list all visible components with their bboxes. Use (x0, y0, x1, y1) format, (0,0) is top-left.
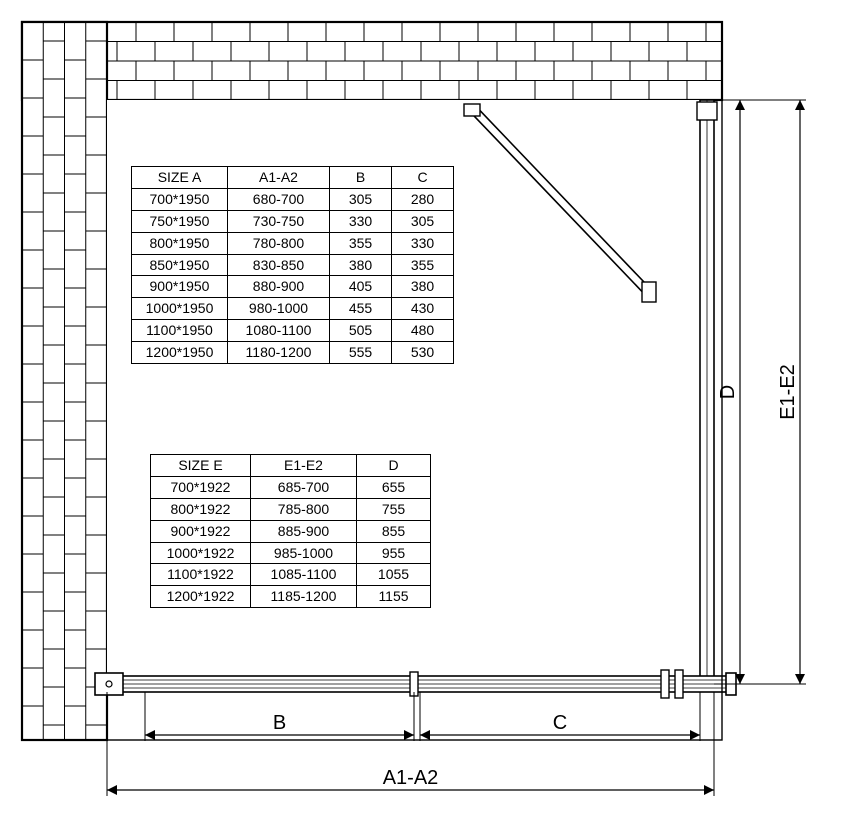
table-cell: 800*1950 (132, 232, 228, 254)
table-cell: 900*1950 (132, 276, 228, 298)
table-header: D (357, 455, 431, 477)
table-cell: 700*1950 (132, 188, 228, 210)
table-cell: 555 (330, 342, 392, 364)
table-cell: 1185-1200 (251, 586, 357, 608)
table-cell: 380 (330, 254, 392, 276)
table-cell: 785-800 (251, 498, 357, 520)
table-row: 900*1950880-900405380 (132, 276, 454, 298)
table-cell: 430 (392, 298, 454, 320)
table-cell: 505 (330, 320, 392, 342)
table-row: 850*1950830-850380355 (132, 254, 454, 276)
table-cell: 455 (330, 298, 392, 320)
table-cell: 1100*1950 (132, 320, 228, 342)
table-cell: 1155 (357, 586, 431, 608)
table-cell: 405 (330, 276, 392, 298)
table-cell: 880-900 (228, 276, 330, 298)
diagram-svg: BCA1-A2DE1-E2 (0, 0, 844, 827)
table-header: E1-E2 (251, 455, 357, 477)
table-cell: 530 (392, 342, 454, 364)
dim-label: B (273, 712, 286, 734)
table-cell: 780-800 (228, 232, 330, 254)
table-cell: 730-750 (228, 210, 330, 232)
table-cell: 955 (357, 542, 431, 564)
table-cell: 305 (392, 210, 454, 232)
table-cell: 985-1000 (251, 542, 357, 564)
table-row: 1100*19221085-11001055 (151, 564, 431, 586)
table-size-a: SIZE AA1-A2BC700*1950680-700305280750*19… (131, 166, 454, 364)
table-cell: 655 (357, 476, 431, 498)
table-row: 750*1950730-750330305 (132, 210, 454, 232)
table-row: 1100*19501080-1100505480 (132, 320, 454, 342)
table-cell: 1000*1922 (151, 542, 251, 564)
table-row: 900*1922885-900855 (151, 520, 431, 542)
table-header: SIZE E (151, 455, 251, 477)
table-cell: 1100*1922 (151, 564, 251, 586)
dim-label: C (553, 712, 567, 734)
table-row: 1000*1922985-1000955 (151, 542, 431, 564)
table-cell: 1200*1950 (132, 342, 228, 364)
table-row: 800*1950780-800355330 (132, 232, 454, 254)
table-cell: 885-900 (251, 520, 357, 542)
table-header: SIZE A (132, 167, 228, 189)
dim-label: D (717, 385, 739, 399)
table-row: 1000*1950980-1000455430 (132, 298, 454, 320)
table-cell: 700*1922 (151, 476, 251, 498)
table-cell: 330 (392, 232, 454, 254)
table-cell: 900*1922 (151, 520, 251, 542)
table-cell: 280 (392, 188, 454, 210)
table-cell: 680-700 (228, 188, 330, 210)
table-header: C (392, 167, 454, 189)
table-cell: 1180-1200 (228, 342, 330, 364)
table-cell: 850*1950 (132, 254, 228, 276)
table-cell: 750*1950 (132, 210, 228, 232)
table-cell: 330 (330, 210, 392, 232)
table-cell: 830-850 (228, 254, 330, 276)
table-cell: 800*1922 (151, 498, 251, 520)
table-cell: 855 (357, 520, 431, 542)
table-row: 700*1950680-700305280 (132, 188, 454, 210)
table-cell: 685-700 (251, 476, 357, 498)
table-row: 1200*19221185-12001155 (151, 586, 431, 608)
table-cell: 355 (392, 254, 454, 276)
table-cell: 380 (392, 276, 454, 298)
table-header: B (330, 167, 392, 189)
dim-label: A1-A2 (383, 767, 439, 789)
table-cell: 355 (330, 232, 392, 254)
table-cell: 755 (357, 498, 431, 520)
table-size-e: SIZE EE1-E2D700*1922685-700655800*192278… (150, 454, 431, 608)
table-row: 700*1922685-700655 (151, 476, 431, 498)
table-header: A1-A2 (228, 167, 330, 189)
table-cell: 1200*1922 (151, 586, 251, 608)
table-cell: 1085-1100 (251, 564, 357, 586)
table-cell: 1080-1100 (228, 320, 330, 342)
table-cell: 305 (330, 188, 392, 210)
table-row: 1200*19501180-1200555530 (132, 342, 454, 364)
table-row: 800*1922785-800755 (151, 498, 431, 520)
table-cell: 1055 (357, 564, 431, 586)
table-cell: 980-1000 (228, 298, 330, 320)
table-cell: 1000*1950 (132, 298, 228, 320)
table-cell: 480 (392, 320, 454, 342)
dim-label: E1-E2 (777, 364, 799, 420)
